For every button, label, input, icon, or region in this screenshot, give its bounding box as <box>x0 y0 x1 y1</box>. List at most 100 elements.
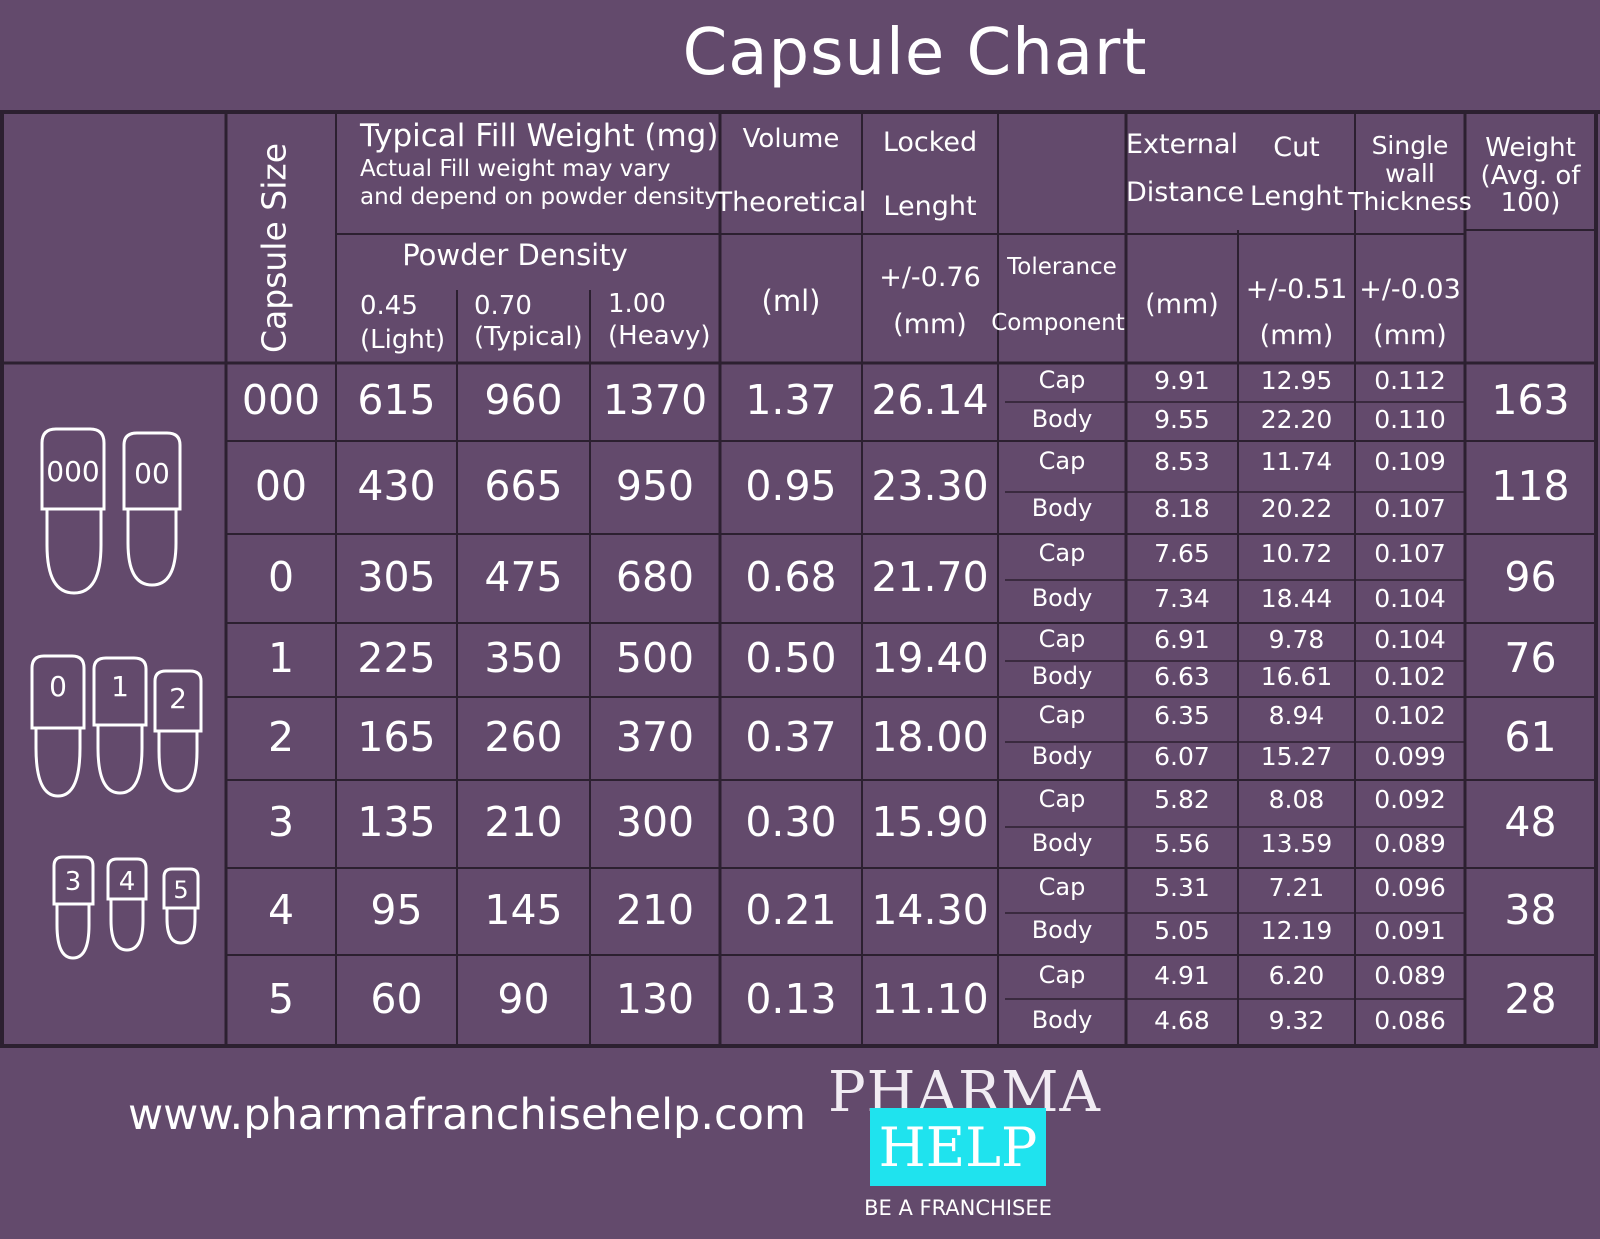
capsule-icon-label: 00 <box>134 457 170 490</box>
cell-locked: 21.70 <box>871 552 989 601</box>
cell-body-cut-length: 20.22 <box>1260 493 1333 523</box>
header-cut-unit: (mm) <box>1259 320 1334 351</box>
cell-typical: 260 <box>484 712 563 761</box>
cell-typical: 350 <box>484 634 563 682</box>
cell-heavy: 300 <box>615 798 695 846</box>
cell-typical: 210 <box>484 798 563 846</box>
cell-body-wall-thickness: 0.104 <box>1374 583 1446 613</box>
cell-volume: 1.37 <box>745 376 837 424</box>
capsule-icon-3: 3 <box>52 855 95 960</box>
cell-heavy: 370 <box>615 712 695 761</box>
header-wall-2: wall <box>1385 159 1435 188</box>
capsule-icon-5: 5 <box>162 867 200 945</box>
cell-size: 4 <box>267 885 295 934</box>
header-weight-1: Weight <box>1485 133 1576 163</box>
cell-cap-external-distance: 5.82 <box>1154 785 1210 814</box>
cell-light: 615 <box>357 376 436 424</box>
header-capsule-size: Capsule Size <box>254 142 294 354</box>
header-external-unit: (mm) <box>1145 289 1219 320</box>
cell-cap-component: Cap <box>1038 365 1086 394</box>
cell-body-component: Body <box>1031 1006 1093 1035</box>
header-density-heavy-label: (Heavy) <box>608 321 711 351</box>
capsule-icon-0: 0 <box>30 654 86 798</box>
header-wall-unit: (mm) <box>1373 320 1447 351</box>
header-tolerance: Tolerance <box>1007 254 1117 280</box>
header-weight-3: 100) <box>1500 188 1561 218</box>
cell-cap-external-distance: 6.91 <box>1154 624 1210 654</box>
header-volume-2: Theoretical <box>715 187 867 218</box>
logo-tagline: BE A FRANCHISEE <box>864 1196 1052 1220</box>
cell-light: 165 <box>357 712 436 761</box>
header-powder-density: Powder Density <box>402 238 628 272</box>
header-cut-2: Lenght <box>1249 181 1344 212</box>
cell-cap-external-distance: 9.91 <box>1154 365 1210 395</box>
capsule-icon-label: 5 <box>173 876 188 904</box>
cell-cap-component: Cap <box>1038 624 1086 653</box>
cell-typical: 665 <box>484 461 563 510</box>
cell-body-external-distance: 4.68 <box>1154 1006 1210 1036</box>
header-locked-2: Lenght <box>883 191 977 222</box>
cell-body-component: Body <box>1031 829 1093 857</box>
cell-body-wall-thickness: 0.099 <box>1374 742 1446 772</box>
cell-cap-external-distance: 8.53 <box>1154 447 1210 477</box>
cell-body-cut-length: 9.32 <box>1268 1006 1325 1036</box>
capsule-icon-label: 1 <box>111 670 129 703</box>
cell-cap-component: Cap <box>1038 960 1086 989</box>
cell-cap-external-distance: 4.91 <box>1154 960 1210 990</box>
header-external-1: External <box>1126 129 1239 160</box>
cell-weight: 28 <box>1504 974 1557 1023</box>
cell-cap-wall-thickness: 0.096 <box>1374 872 1446 902</box>
header-locked-1: Locked <box>882 127 978 158</box>
capsule-icon-000: 000 <box>40 427 106 595</box>
header-wall-tol: +/-0.03 <box>1359 274 1461 305</box>
header-locked-unit: (mm) <box>893 309 967 340</box>
cell-cap-wall-thickness: 0.104 <box>1374 624 1446 654</box>
cell-body-external-distance: 5.05 <box>1154 916 1210 946</box>
cell-weight: 48 <box>1504 798 1557 846</box>
cell-weight: 61 <box>1504 712 1557 761</box>
cell-cap-external-distance: 7.65 <box>1154 539 1210 569</box>
page-title: Capsule Chart <box>682 16 1148 90</box>
capsule-icon-label: 2 <box>169 682 187 715</box>
cell-cap-wall-thickness: 0.089 <box>1374 960 1446 990</box>
cell-body-component: Body <box>1031 916 1093 945</box>
cell-body-external-distance: 5.56 <box>1154 829 1210 858</box>
capsule-illustrations: 000 00 0 1 2 3 <box>30 427 203 960</box>
cell-cap-external-distance: 6.35 <box>1154 700 1210 730</box>
header-density-light-label: (Light) <box>360 325 446 355</box>
cell-heavy: 1370 <box>602 376 708 424</box>
cell-size: 3 <box>267 798 295 846</box>
cell-body-wall-thickness: 0.102 <box>1374 661 1446 691</box>
cell-body-component: Body <box>1031 583 1093 612</box>
header-component: Component <box>991 311 1125 336</box>
logo-box <box>870 1108 1046 1186</box>
cell-locked: 15.90 <box>871 798 989 846</box>
cell-cap-cut-length: 8.08 <box>1268 785 1325 814</box>
cell-weight: 76 <box>1504 634 1557 682</box>
cell-size: 000 <box>241 376 321 424</box>
cell-typical: 90 <box>497 974 550 1023</box>
header-density-typical-label: (Typical) <box>474 322 583 352</box>
cell-volume: 0.30 <box>745 798 837 846</box>
cell-size: 5 <box>267 974 295 1023</box>
cell-body-external-distance: 7.34 <box>1154 583 1210 613</box>
cell-size: 1 <box>267 634 295 682</box>
capsule-icon-label: 000 <box>46 455 99 488</box>
website-url[interactable]: www.pharmafranchisehelp.com <box>128 1090 806 1140</box>
cell-cap-component: Cap <box>1038 872 1086 901</box>
cell-heavy: 210 <box>615 885 695 934</box>
cell-typical: 475 <box>484 552 563 601</box>
cell-size: 2 <box>267 712 295 761</box>
header-fill-note-2: and depend on powder density <box>360 184 718 210</box>
cell-size: 0 <box>267 552 295 601</box>
cell-light: 305 <box>357 552 436 601</box>
cell-body-cut-length: 13.59 <box>1260 829 1333 858</box>
cell-body-cut-length: 12.19 <box>1260 916 1333 946</box>
header-wall-3: Thickness <box>1348 187 1472 216</box>
cell-body-external-distance: 6.63 <box>1154 661 1210 691</box>
cell-body-cut-length: 18.44 <box>1260 583 1333 613</box>
cell-body-external-distance: 6.07 <box>1154 742 1210 772</box>
capsule-icon-label: 0 <box>49 670 67 703</box>
cell-body-wall-thickness: 0.089 <box>1374 829 1446 858</box>
cell-size: 00 <box>254 461 308 510</box>
